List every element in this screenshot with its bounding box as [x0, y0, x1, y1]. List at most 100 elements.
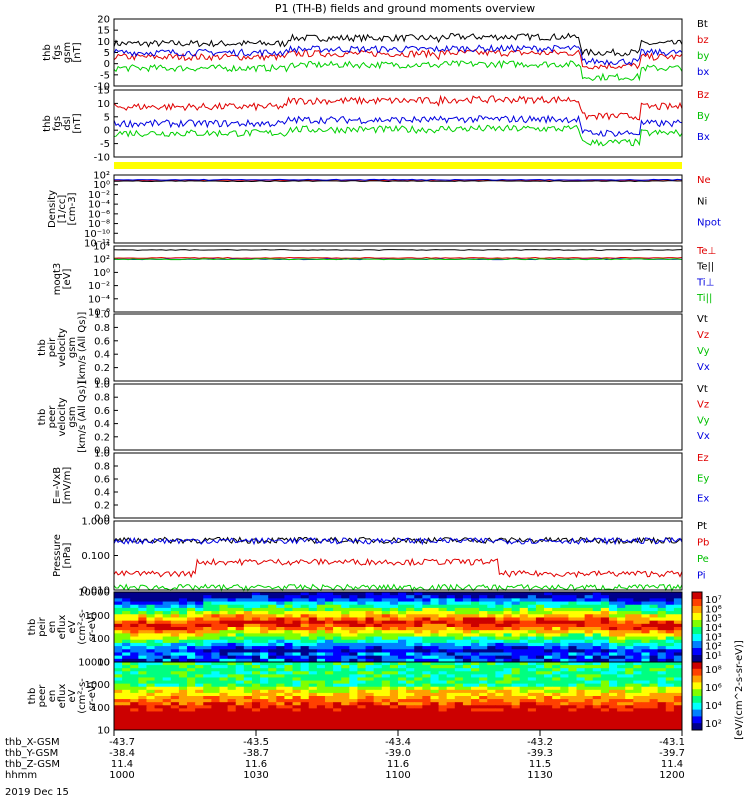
heatmap-cell: [235, 604, 245, 609]
heatmap-cell: [300, 720, 310, 725]
heatmap-cell: [544, 614, 553, 618]
heatmap-cell: [122, 702, 131, 706]
heatmap-cell: [389, 658, 399, 663]
heatmap-cell: [552, 642, 561, 647]
ytick-label: 0.0: [94, 446, 110, 457]
heatmap-cell: [170, 655, 180, 660]
heatmap-cell: [308, 683, 318, 688]
heatmap-cell: [657, 601, 667, 606]
heatmap-cell: [292, 711, 302, 716]
heatmap-cell: [511, 665, 521, 669]
heatmap-cell: [324, 658, 334, 663]
heatmap-cell: [503, 726, 513, 731]
heatmap-cell: [227, 680, 237, 685]
heatmap-cell: [552, 636, 561, 641]
heatmap-cell: [178, 614, 188, 618]
heatmap-cell: [454, 642, 464, 647]
heatmap-cell: [170, 674, 180, 678]
heatmap-cell: [454, 627, 464, 631]
heatmap-cell: [438, 668, 448, 672]
heatmap-cell: [576, 674, 586, 678]
heatmap-cell: [625, 723, 634, 728]
heatmap-cell: [211, 649, 220, 653]
heatmap-cell: [154, 607, 164, 612]
colorbar-segment: [692, 592, 702, 595]
heatmap-cell: [203, 642, 212, 647]
heatmap-cell: [251, 705, 261, 709]
heatmap-cell: [487, 658, 496, 663]
heatmap-cell: [398, 658, 407, 663]
heatmap-cell: [673, 617, 683, 622]
heatmap-cell: [276, 598, 285, 603]
heatmap-cell: [308, 726, 318, 731]
heatmap-cell: [268, 696, 277, 700]
heatmap-cell: [454, 623, 464, 628]
heatmap-cell: [324, 633, 334, 638]
heatmap-cell: [154, 592, 164, 596]
heatmap-cell: [373, 726, 383, 731]
heatmap-cell: [576, 671, 586, 675]
heatmap-cell: [617, 623, 626, 628]
heatmap-cell: [544, 655, 553, 660]
heatmap-cell: [673, 702, 683, 706]
heatmap-cell: [316, 601, 326, 606]
heatmap-cell: [479, 723, 488, 728]
heatmap-cell: [487, 595, 496, 599]
heatmap-cell: [122, 623, 131, 628]
heatmap-cell: [608, 692, 618, 697]
colorbar-segment: [692, 618, 702, 621]
heatmap-cell: [600, 633, 610, 638]
heatmap-cell: [357, 614, 367, 618]
heatmap-cell: [576, 639, 586, 644]
heatmap-cell: [219, 601, 229, 606]
heatmap-cell: [251, 598, 261, 603]
heatmap-cell: [260, 607, 269, 612]
heatmap-cell: [260, 705, 269, 709]
colorbar-tick-label: 10¹: [705, 651, 722, 662]
heatmap-cell: [471, 726, 480, 731]
heatmap-cell: [138, 680, 147, 685]
heatmap-cell: [227, 668, 237, 672]
heatmap-cell: [406, 649, 415, 653]
heatmap-cell: [592, 601, 602, 606]
ylabel-line: thb: [42, 115, 53, 132]
heatmap-cell: [122, 662, 131, 666]
heatmap-cell: [235, 677, 245, 682]
colorbar-segment: [692, 714, 702, 717]
heatmap-cell: [592, 668, 602, 672]
heatmap-cell: [487, 686, 496, 691]
heatmap-cell: [479, 668, 488, 672]
heatmap-cell: [333, 674, 342, 678]
heatmap-cell: [130, 639, 139, 644]
heatmap-cell: [568, 617, 578, 622]
heatmap-cell: [195, 636, 204, 641]
heatmap-cell: [511, 601, 521, 606]
heatmap-cell: [389, 705, 399, 709]
heatmap-cell: [544, 633, 553, 638]
ytick-label: 10000: [78, 588, 110, 599]
heatmap-cell: [584, 726, 594, 731]
heatmap-cell: [373, 711, 383, 716]
heatmap-cell: [633, 726, 642, 731]
heatmap-cell: [608, 601, 618, 606]
heatmap-cell: [649, 665, 659, 669]
ylabel-line: thb: [37, 339, 48, 356]
heatmap-cell: [365, 680, 375, 685]
heatmap-cell: [414, 620, 423, 625]
heatmap-cell: [462, 642, 472, 647]
heatmap-cell: [479, 607, 488, 612]
heatmap-cell: [462, 620, 472, 625]
heatmap-cell: [316, 592, 326, 596]
heatmap-cell: [284, 642, 294, 647]
heatmap-cell: [316, 623, 326, 628]
heatmap-cell: [195, 671, 204, 675]
heatmap-cell: [227, 611, 237, 615]
heatmap-cell: [333, 677, 342, 682]
heatmap-cell: [154, 702, 164, 706]
heatmap-cell: [211, 717, 220, 722]
heatmap-cell: [284, 630, 294, 634]
heatmap-cell: [300, 595, 310, 599]
colorbar-segment: [692, 718, 702, 721]
heatmap-cell: [398, 601, 407, 606]
